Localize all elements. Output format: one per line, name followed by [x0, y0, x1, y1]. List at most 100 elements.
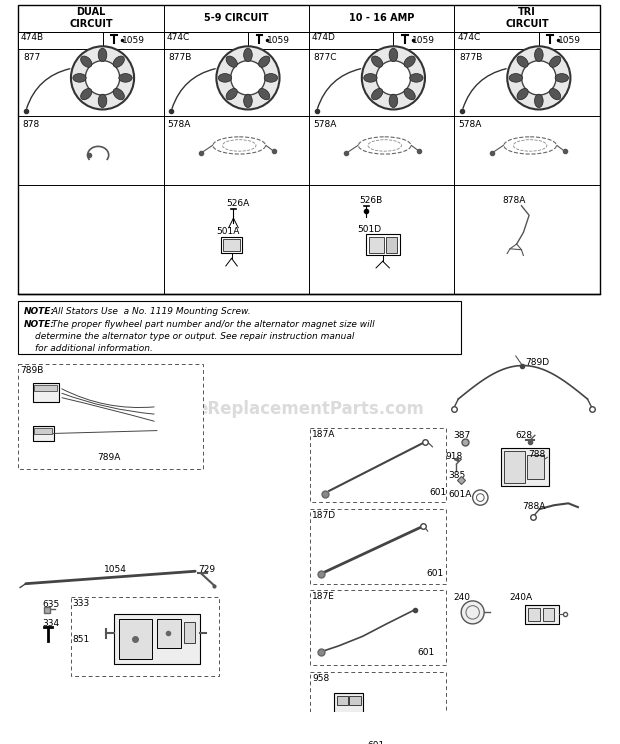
Text: 334: 334	[42, 619, 59, 628]
Text: 877B: 877B	[459, 53, 482, 62]
Text: 628: 628	[516, 431, 533, 440]
Text: 851: 851	[73, 635, 90, 644]
Text: 240A: 240A	[509, 593, 532, 602]
Text: The proper flywheel part number and/or the alternator magnet size will: The proper flywheel part number and/or t…	[49, 320, 374, 329]
Ellipse shape	[534, 94, 543, 108]
Text: 1059: 1059	[412, 36, 435, 45]
Text: 578A: 578A	[167, 120, 191, 129]
Ellipse shape	[264, 74, 278, 82]
Bar	[337, 696, 348, 705]
Text: 601: 601	[427, 569, 444, 578]
Bar	[527, 455, 544, 479]
Ellipse shape	[549, 89, 560, 100]
Bar	[310, 428, 446, 502]
Text: 578A: 578A	[313, 120, 336, 129]
Bar	[366, 234, 400, 255]
Text: 789D: 789D	[525, 358, 549, 367]
Text: 474C: 474C	[458, 33, 480, 42]
Bar	[221, 237, 242, 253]
Ellipse shape	[81, 89, 92, 100]
Text: 333: 333	[73, 599, 90, 608]
Ellipse shape	[509, 74, 523, 82]
Bar	[114, 615, 200, 664]
Text: 601A: 601A	[449, 490, 472, 499]
Ellipse shape	[534, 48, 543, 62]
Text: NOTE:: NOTE:	[24, 320, 55, 329]
Ellipse shape	[517, 89, 528, 100]
Ellipse shape	[371, 56, 383, 67]
Text: 1054: 1054	[104, 565, 127, 574]
Bar	[394, 31, 454, 49]
Ellipse shape	[218, 74, 232, 82]
Bar	[310, 672, 446, 744]
Bar	[184, 622, 195, 643]
Ellipse shape	[517, 56, 528, 67]
Circle shape	[521, 61, 556, 95]
Text: 958: 958	[312, 673, 329, 683]
Ellipse shape	[113, 56, 125, 67]
Text: 501A: 501A	[216, 227, 239, 236]
Circle shape	[362, 46, 425, 109]
Text: 635: 635	[42, 600, 60, 609]
Bar	[502, 448, 549, 486]
Text: 789A: 789A	[97, 453, 121, 462]
Bar	[528, 608, 539, 621]
Text: 918: 918	[446, 452, 463, 461]
Bar	[310, 591, 446, 665]
Text: 387: 387	[453, 431, 471, 440]
Text: 187A: 187A	[312, 429, 335, 439]
Text: 474C: 474C	[167, 33, 190, 42]
Circle shape	[86, 61, 120, 95]
Text: 526B: 526B	[359, 196, 382, 205]
Circle shape	[376, 61, 410, 95]
Bar	[370, 237, 384, 253]
Ellipse shape	[226, 89, 237, 100]
Bar	[349, 696, 361, 705]
Ellipse shape	[404, 89, 415, 100]
Bar	[18, 364, 203, 469]
Ellipse shape	[555, 74, 569, 82]
Ellipse shape	[404, 56, 415, 67]
Bar	[18, 31, 102, 49]
Bar	[102, 31, 164, 49]
Bar	[504, 451, 525, 483]
Text: 601: 601	[417, 648, 435, 657]
Ellipse shape	[389, 48, 397, 62]
Bar	[334, 693, 363, 716]
Ellipse shape	[410, 74, 423, 82]
Text: 578A: 578A	[458, 120, 482, 129]
Text: 526A: 526A	[226, 199, 249, 208]
Text: 601: 601	[430, 488, 447, 497]
Text: 729: 729	[198, 565, 215, 574]
Text: 501D: 501D	[357, 225, 381, 234]
Text: 1059: 1059	[122, 36, 144, 45]
Bar	[454, 31, 539, 49]
Ellipse shape	[98, 94, 107, 108]
Circle shape	[71, 46, 134, 109]
Text: 5-9 CIRCUIT: 5-9 CIRCUIT	[204, 13, 268, 23]
Text: eReplacementParts.com: eReplacementParts.com	[196, 400, 424, 417]
Ellipse shape	[119, 74, 132, 82]
Bar	[18, 4, 600, 294]
Bar	[248, 31, 309, 49]
Text: 187D: 187D	[312, 511, 336, 520]
Ellipse shape	[389, 94, 397, 108]
Text: 1059: 1059	[558, 36, 581, 45]
Bar	[32, 382, 60, 402]
Bar	[223, 240, 240, 251]
Bar	[157, 619, 181, 648]
Text: for additional information.: for additional information.	[35, 344, 153, 353]
Bar	[164, 31, 248, 49]
Bar	[35, 428, 51, 434]
Bar	[71, 597, 219, 676]
Ellipse shape	[259, 89, 270, 100]
Text: 877B: 877B	[169, 53, 192, 62]
Text: 788: 788	[528, 449, 546, 459]
Text: All Stators Use  a No. 1119 Mounting Screw.: All Stators Use a No. 1119 Mounting Scre…	[49, 307, 250, 316]
Text: 187E: 187E	[312, 592, 335, 601]
Text: TRI
CIRCUIT: TRI CIRCUIT	[505, 7, 549, 29]
Ellipse shape	[259, 56, 270, 67]
Bar	[539, 31, 600, 49]
Bar	[32, 426, 53, 441]
Text: 878: 878	[22, 120, 39, 129]
